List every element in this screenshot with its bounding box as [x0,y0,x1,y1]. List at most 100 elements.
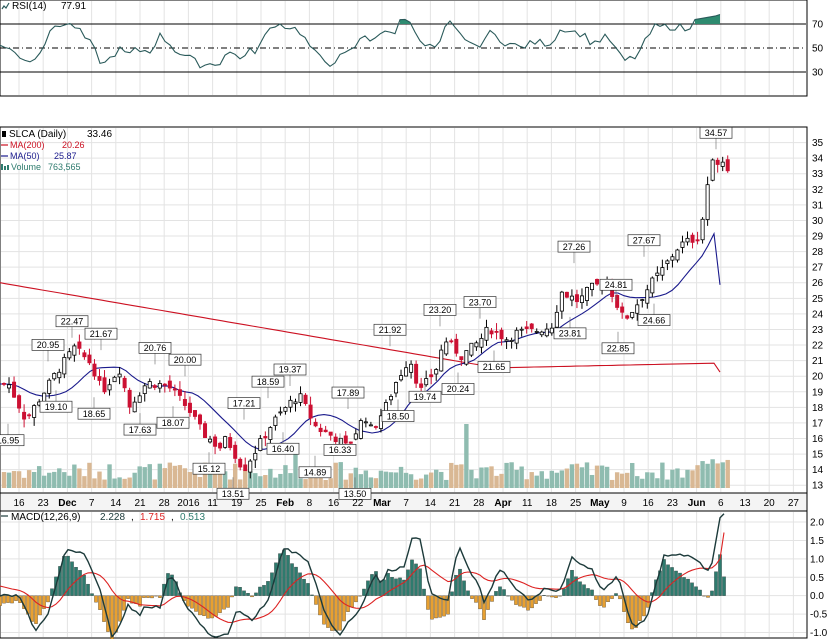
volume-bar [635,476,640,488]
annotation-box [273,363,307,376]
rsi-line-icon [1,2,10,10]
price-tick-label: 22 [812,341,824,352]
candle-body [308,404,313,419]
volume-bar [695,465,700,488]
volume-bar [222,471,228,488]
candle-body [680,241,685,248]
annotation-box [138,342,172,354]
x-tick-label: 7 [89,498,95,509]
volume-bar [283,465,288,488]
volume-bar [303,479,308,488]
volume-bar [172,465,178,488]
macd-hist-bar [342,595,346,622]
macd-hist-bar [606,595,610,603]
macd-hist-bar [94,595,98,603]
volume-bar [232,463,238,488]
macd-tick-label: -0.5 [810,610,828,621]
macd-hist-bar [586,588,590,596]
macd-hist-bar [482,595,486,620]
macd-hist-bar [550,595,554,598]
macd-hist-bar [450,591,454,596]
candle-body [670,256,675,261]
macd-hist-bar [114,595,118,633]
macd-hist-bar [262,585,266,596]
macd-hist-bar [698,589,702,596]
macd-hist-bar [382,579,386,596]
macd-hist-bar [46,595,50,603]
candle-body [368,424,373,427]
x-tick-label: 20 [764,498,776,509]
candle-body [238,458,243,468]
macd-hist-bar [210,595,214,619]
volume-bar [202,462,208,488]
candle-body [167,380,172,389]
x-tick-label: 16 [328,498,340,509]
volume-bar [253,473,258,488]
macd-hist-bar [142,595,146,598]
volume-bar [6,472,12,488]
candle-body [228,437,233,448]
rsi-tick-label: 50 [812,44,824,55]
macd-hist-bar [2,595,6,604]
candle-body [268,427,273,440]
candle-body [685,237,690,243]
macd-hist-bar [162,583,166,596]
candle-body [640,299,645,301]
volume-bar [630,462,635,488]
annotation-label: 21.92 [379,325,402,335]
annotation-box [0,434,25,447]
candle-body [263,436,268,439]
macd-hist-bar [514,595,518,605]
candle-body [198,414,203,425]
macd-hist-bar [30,595,34,622]
volume-bar [102,479,107,488]
annotation-label: 18.07 [162,418,185,428]
macd-hist-bar [614,593,618,596]
rsi-overbought-fill [710,16,715,24]
volume-bar [313,471,318,488]
candle-body [705,184,710,220]
macd-hist-bar [126,595,130,599]
volume-bar [278,473,283,488]
macd-hist-bar [458,568,462,596]
volume-bar [147,464,152,488]
price-candles [2,155,730,479]
annotation-box [381,410,415,422]
volume-bar [197,476,203,488]
macd-hist-bar [682,577,686,596]
volume-bar [464,424,469,488]
volume-bar [549,470,555,488]
volume-bar [1,472,7,488]
x-tick-label: 14 [110,498,122,509]
macd-hist-bar [350,595,354,608]
volume-bar [338,462,343,488]
volume-bar [423,474,429,488]
candle-body [52,373,57,380]
macd-hist-bar [526,595,530,611]
volume-bar [192,471,198,488]
candle-body [353,433,358,440]
annotation-label: 27.26 [563,242,586,252]
price-tick-label: 25 [812,294,824,305]
price-tick-label: 34 [812,154,824,165]
volume-bar [474,478,479,488]
macd-hist-bar [238,587,242,596]
candle-body [27,414,32,417]
volume-bar [484,467,489,488]
candle-body [650,277,655,294]
annotation-box [216,487,250,500]
annotation-box [408,390,442,403]
annotation-box [627,234,661,247]
volume-bar [343,479,348,488]
volume-bar [710,459,715,488]
volume-bar [519,466,524,488]
macd-tick-label: 0.0 [810,591,824,602]
volume-bar [348,473,353,488]
candle-body [464,350,469,365]
volume-bar [489,466,494,488]
candle-body [288,399,293,408]
macd-tick-label: 1.0 [810,554,824,565]
candle-body [187,402,192,413]
rsi-line [0,13,721,69]
